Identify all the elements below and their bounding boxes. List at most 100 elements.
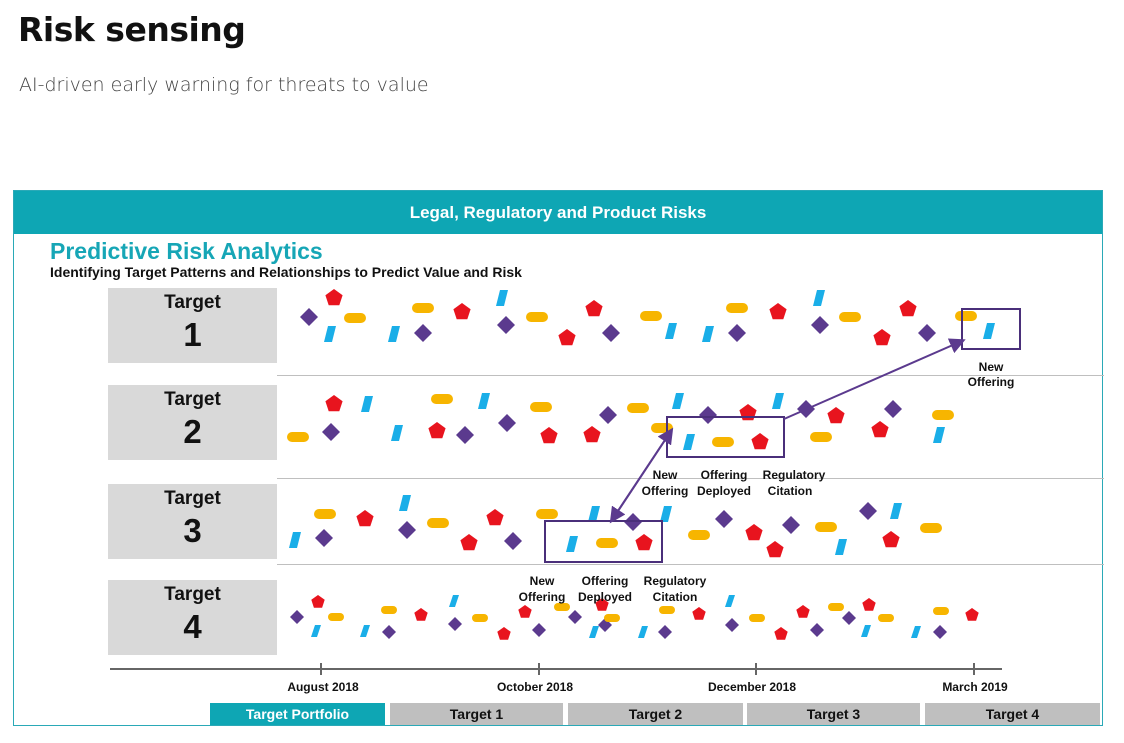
red-pentagon-icon <box>325 395 343 412</box>
purple-diamond-icon <box>504 532 522 550</box>
purple-diamond-icon <box>699 406 717 424</box>
predictive-risk-subtitle: Identifying Target Patterns and Relation… <box>50 264 522 280</box>
yellow-pill-icon <box>712 437 734 447</box>
target-number: 2 <box>183 413 202 450</box>
blue-bar-icon <box>725 595 735 607</box>
target-label: Target <box>164 292 221 313</box>
yellow-pill-icon <box>920 523 942 533</box>
annotation-label: Offering <box>968 375 1015 389</box>
yellow-pill-icon <box>815 522 837 532</box>
tab-target-3[interactable]: Target 3 <box>747 703 920 725</box>
purple-diamond-icon <box>810 623 824 637</box>
target-number: 4 <box>183 608 202 645</box>
red-pentagon-icon <box>428 422 446 439</box>
blue-bar-icon <box>311 625 321 637</box>
yellow-pill-icon <box>810 432 832 442</box>
red-pentagon-icon <box>692 607 706 620</box>
yellow-pill-icon <box>381 606 397 614</box>
blue-bar-icon <box>702 326 714 342</box>
yellow-pill-icon <box>749 614 765 622</box>
yellow-pill-icon <box>431 394 453 404</box>
yellow-pill-icon <box>627 403 649 413</box>
blue-bar-icon <box>813 290 825 306</box>
red-pentagon-icon <box>899 300 917 317</box>
highlight-box-row3 <box>544 520 663 563</box>
yellow-pill-icon <box>659 606 675 614</box>
blue-bar-icon <box>672 393 684 409</box>
yellow-pill-icon <box>828 603 844 611</box>
predictive-risk-title: Predictive Risk Analytics <box>50 238 323 264</box>
row-divider <box>277 375 1104 376</box>
purple-diamond-icon <box>918 324 936 342</box>
blue-bar-icon <box>660 506 672 522</box>
red-pentagon-icon <box>745 524 763 541</box>
purple-diamond-icon <box>300 308 318 326</box>
yellow-pill-icon <box>472 614 488 622</box>
blue-bar-icon <box>388 326 400 342</box>
purple-diamond-icon <box>599 406 617 424</box>
blue-bar-icon <box>772 393 784 409</box>
purple-diamond-icon <box>456 426 474 444</box>
red-pentagon-icon <box>558 329 576 346</box>
yellow-pill-icon <box>640 311 662 321</box>
tab-target-1[interactable]: Target 1 <box>390 703 563 725</box>
yellow-pill-icon <box>932 410 954 420</box>
red-pentagon-icon <box>774 627 788 640</box>
blue-bar-icon <box>324 326 336 342</box>
red-pentagon-icon <box>325 289 343 306</box>
purple-diamond-icon <box>315 529 333 547</box>
tab-target-portfolio[interactable]: Target Portfolio <box>210 703 385 725</box>
blue-bar-icon <box>289 532 301 548</box>
target-number: 3 <box>183 512 202 549</box>
risk-panel: Legal, Regulatory and Product Risks Pred… <box>13 190 1104 726</box>
blue-bar-icon <box>391 425 403 441</box>
timeline-label: December 2018 <box>708 680 796 694</box>
blue-bar-icon <box>589 626 599 638</box>
blue-bar-icon <box>360 625 370 637</box>
target-1-box: Target 1 <box>108 288 277 363</box>
relationship-arrow <box>609 430 672 524</box>
yellow-pill-icon <box>536 509 558 519</box>
annotation-label: Deployed <box>578 590 632 604</box>
annotation-label: New <box>979 360 1004 374</box>
tab-target-4[interactable]: Target 4 <box>925 703 1100 725</box>
purple-diamond-icon <box>568 610 582 624</box>
red-pentagon-icon <box>827 407 845 424</box>
red-pentagon-icon <box>635 534 653 551</box>
blue-bar-icon <box>449 595 459 607</box>
target-label: Target <box>164 584 221 605</box>
red-pentagon-icon <box>796 605 810 618</box>
purple-diamond-icon <box>782 516 800 534</box>
blue-bar-icon <box>566 536 578 552</box>
yellow-pill-icon <box>427 518 449 528</box>
red-pentagon-icon <box>862 598 876 611</box>
yellow-pill-icon <box>726 303 748 313</box>
red-pentagon-icon <box>486 509 504 526</box>
yellow-pill-icon <box>878 614 894 622</box>
blue-bar-icon <box>361 396 373 412</box>
red-pentagon-icon <box>311 595 325 608</box>
risk-event-diagram: New Offering New Offering Offering Deplo… <box>110 289 1021 694</box>
red-pentagon-icon <box>882 531 900 548</box>
yellow-pill-icon <box>412 303 434 313</box>
yellow-pill-icon <box>839 312 861 322</box>
annotation-label: Offering <box>582 574 629 588</box>
annotation-label: Offering <box>519 590 566 604</box>
blue-bar-icon <box>496 290 508 306</box>
red-pentagon-icon <box>871 421 889 438</box>
yellow-pill-icon <box>344 313 366 323</box>
blue-bar-icon <box>933 427 945 443</box>
blue-bar-icon <box>835 539 847 555</box>
blue-bar-icon <box>638 626 648 638</box>
timeline-label: August 2018 <box>287 680 359 694</box>
blue-bar-icon <box>861 625 871 637</box>
page-title: Risk sensing <box>18 10 246 49</box>
yellow-pill-icon <box>688 530 710 540</box>
purple-diamond-icon <box>933 625 947 639</box>
timeline-label: March 2019 <box>942 680 1008 694</box>
annotation-label: New <box>530 574 555 588</box>
red-pentagon-icon <box>583 426 601 443</box>
target-4-box: Target 4 <box>108 580 277 655</box>
tab-target-2[interactable]: Target 2 <box>568 703 743 725</box>
target-label: Target <box>164 389 221 410</box>
